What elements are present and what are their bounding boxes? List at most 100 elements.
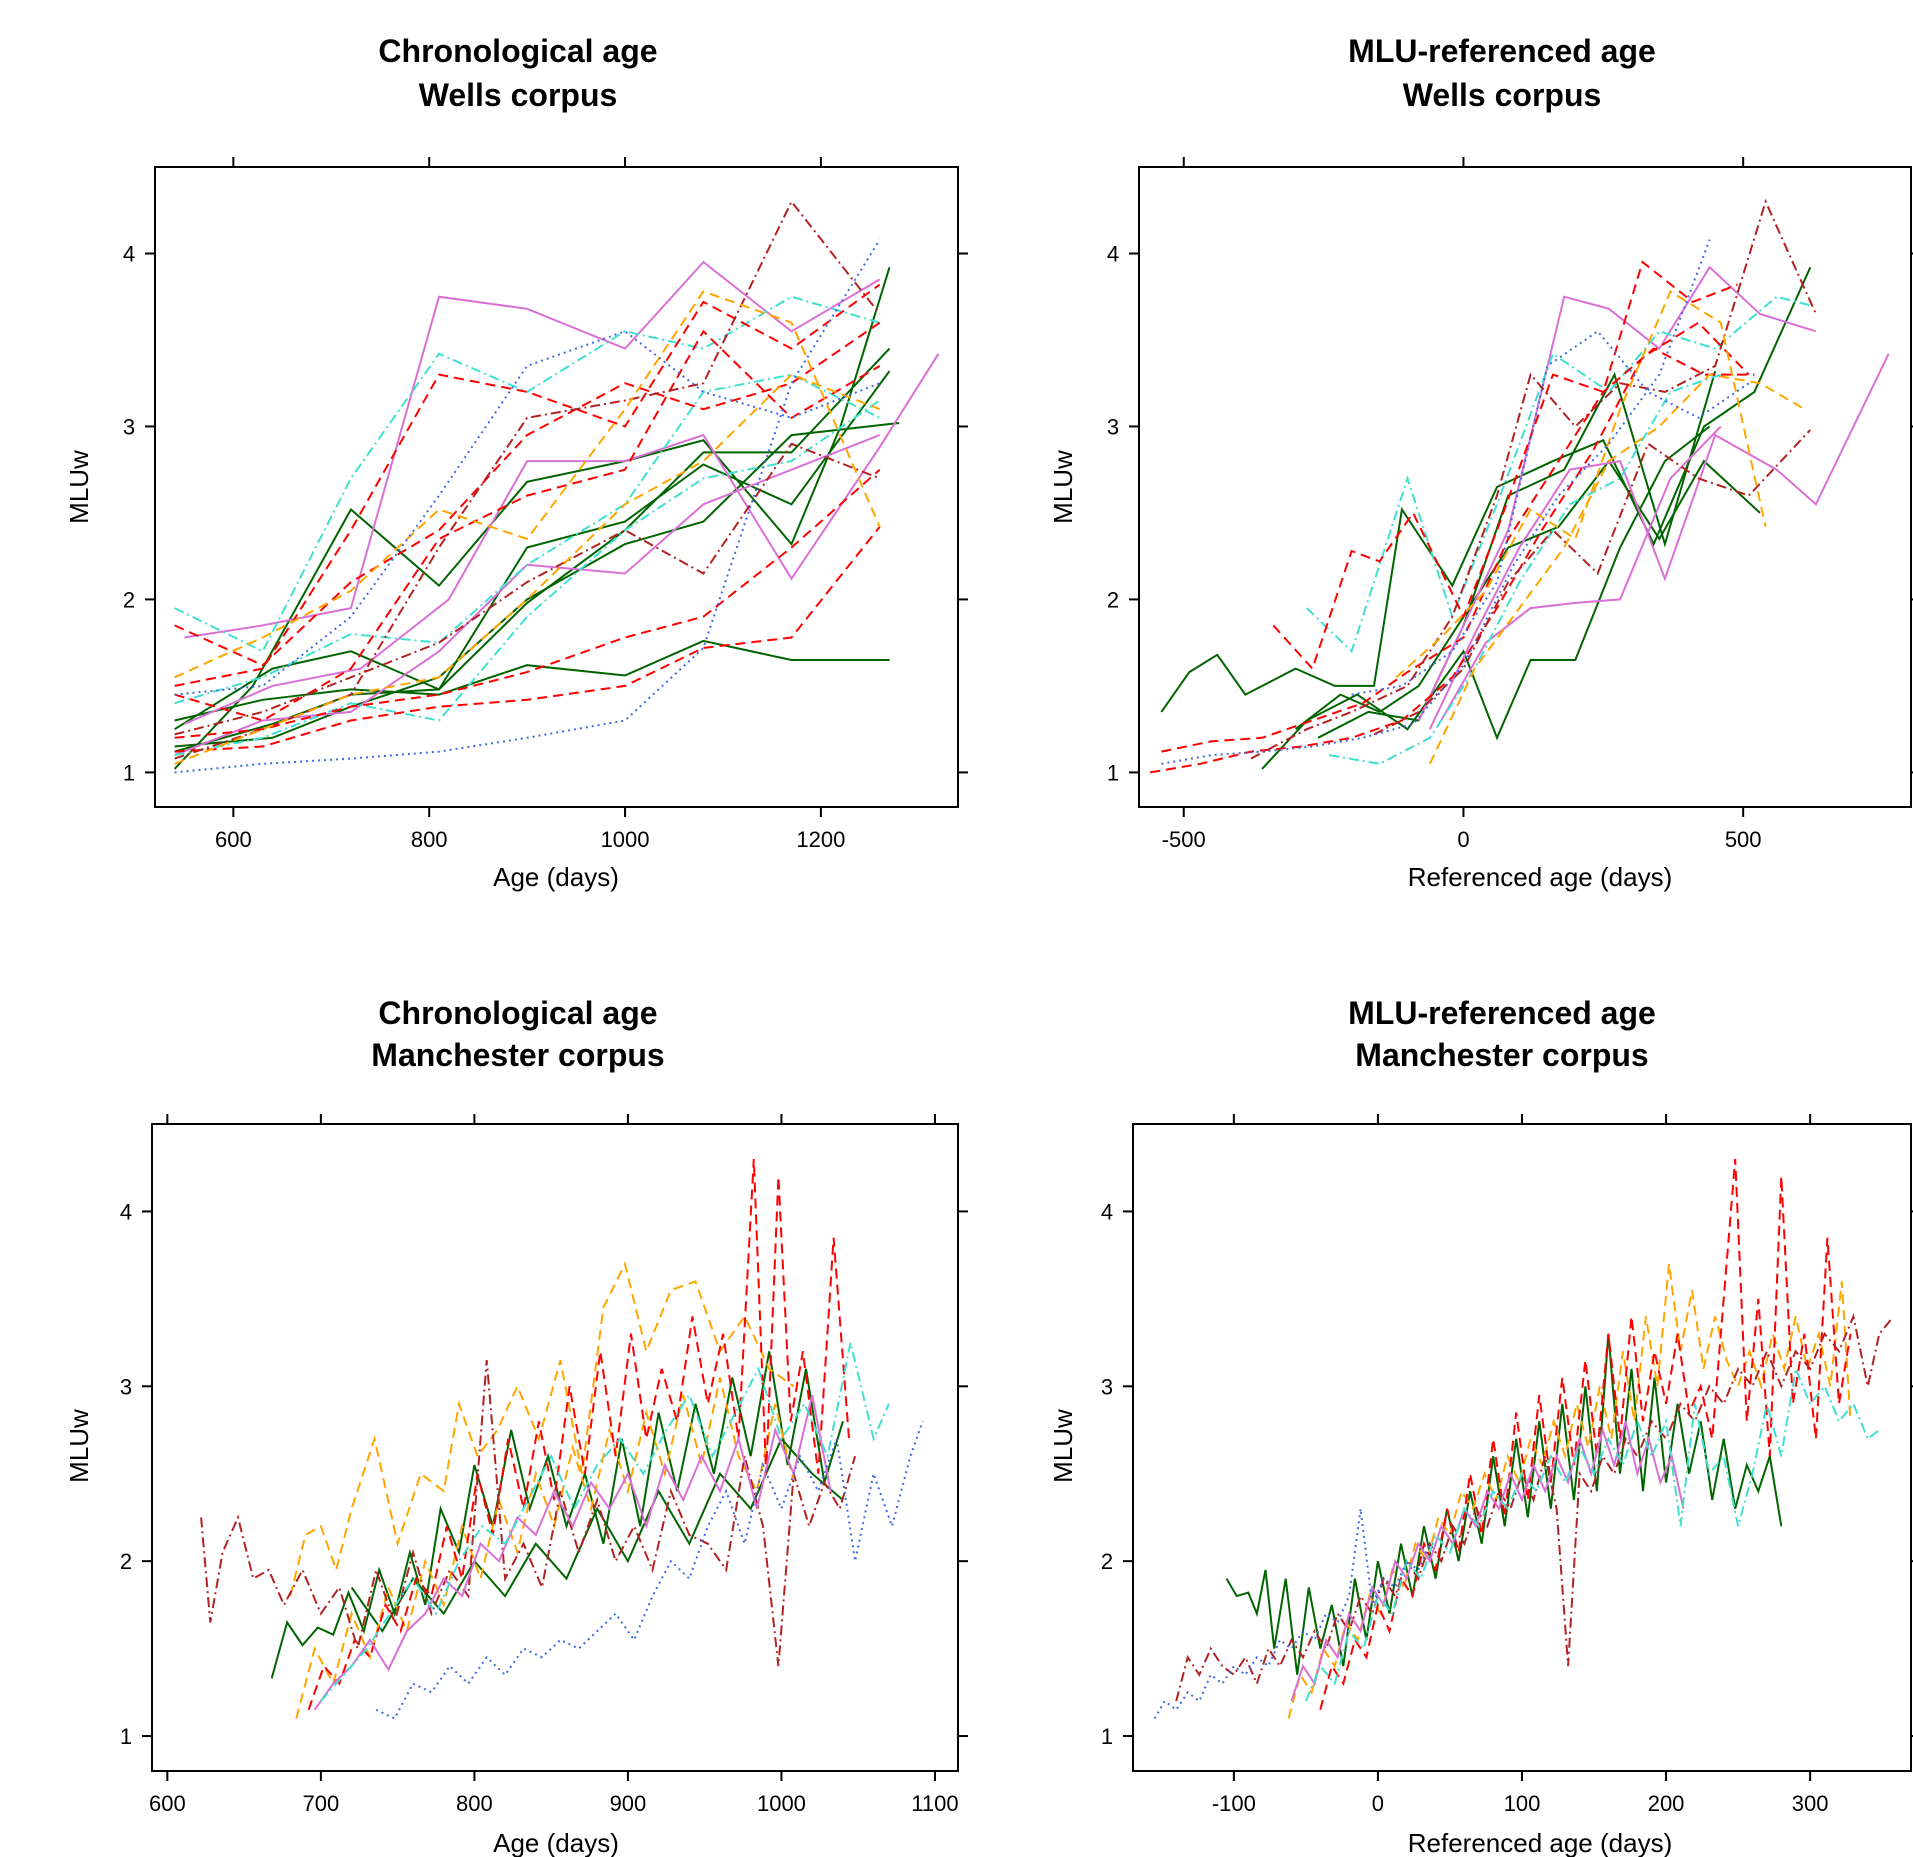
series-line-6 xyxy=(1428,353,1890,730)
y-tick-label: 2 xyxy=(1101,1549,1113,1574)
x-axis-label: Referenced age (days) xyxy=(1408,1828,1672,1857)
series-line-16 xyxy=(1428,373,1806,765)
x-tick-label: 600 xyxy=(149,1791,186,1816)
x-tick-label: 900 xyxy=(610,1791,647,1816)
panel-subtitle: Manchester corpus xyxy=(371,1037,664,1073)
panel-mlu-referenced-manchester: MLU-referenced age Manchester corpus -10… xyxy=(1048,995,1913,1857)
series-line-9 xyxy=(1329,373,1722,765)
x-axis-label: Referenced age (days) xyxy=(1408,862,1672,892)
axis-layer: -100 0 100 200 300 1 2 3 4 xyxy=(1101,1114,1913,1816)
y-tick-label: 4 xyxy=(1107,241,1119,266)
series-line-19 xyxy=(174,290,881,679)
x-tick-label: 100 xyxy=(1504,1791,1541,1816)
y-tick-label: 4 xyxy=(120,1199,132,1224)
x-tick-label: 1200 xyxy=(796,827,845,852)
x-axis-label: Age (days) xyxy=(493,862,619,892)
series-line-3 xyxy=(289,1260,795,1597)
series-line-13 xyxy=(174,321,881,667)
x-tick-label: 0 xyxy=(1457,827,1469,852)
x-tick-label: 200 xyxy=(1648,1791,1685,1816)
series-line-13 xyxy=(1250,198,1817,760)
series-line-9 xyxy=(375,1420,924,1720)
series-line-18 xyxy=(174,442,881,736)
x-tick-label: 600 xyxy=(215,827,252,852)
y-axis-label: MLUw xyxy=(64,450,94,524)
series-line-4 xyxy=(1175,1313,1892,1702)
series-line-3 xyxy=(1261,425,1711,770)
series-line-1 xyxy=(173,267,891,770)
series-layer xyxy=(1150,198,1890,774)
series-line-15 xyxy=(1395,290,1767,679)
panel-title: Chronological age xyxy=(378,995,657,1031)
series-line-7 xyxy=(313,1394,832,1711)
series-line-5 xyxy=(1417,265,1817,721)
series-line-4 xyxy=(174,639,890,722)
x-tick-label: 500 xyxy=(1725,827,1762,852)
series-line-12 xyxy=(174,283,881,687)
y-tick-label: 4 xyxy=(123,241,135,266)
y-tick-label: 2 xyxy=(120,1549,132,1574)
plot-frame xyxy=(1138,166,1912,808)
series-line-7 xyxy=(1440,425,1722,721)
y-tick-label: 3 xyxy=(1101,1374,1113,1399)
series-line-18 xyxy=(1351,329,1750,696)
x-tick-label: 800 xyxy=(411,827,448,852)
series-line-8 xyxy=(320,1342,890,1702)
series-line-2 xyxy=(1287,1263,1852,1719)
axis-layer: 600 800 1000 1200 1 2 3 4 xyxy=(123,157,968,852)
x-axis-label: Age (days) xyxy=(493,1828,619,1857)
panel-subtitle: Wells corpus xyxy=(1403,77,1602,113)
x-tick-label: 300 xyxy=(1792,1791,1829,1816)
series-line-20 xyxy=(174,373,881,765)
series-line-7 xyxy=(184,353,940,725)
x-tick-label: -500 xyxy=(1162,827,1206,852)
y-axis-label: MLUw xyxy=(64,1409,94,1483)
x-tick-label: 1000 xyxy=(757,1791,806,1816)
plot-frame xyxy=(151,1123,959,1772)
series-line-3 xyxy=(1319,1158,1852,1711)
panel-subtitle: Manchester corpus xyxy=(1355,1037,1648,1073)
panel-chronological-manchester: Chronological age Manchester corpus 600 7… xyxy=(64,995,968,1857)
series-layer xyxy=(200,1158,924,1720)
series-line-14 xyxy=(1373,429,1812,736)
y-tick-label: 3 xyxy=(123,414,135,439)
plot-frame xyxy=(154,166,959,808)
series-line-10 xyxy=(1272,260,1738,671)
panel-mlu-referenced-wells: MLU-referenced age Wells corpus -500 0 500… xyxy=(1048,33,1913,892)
series-line-10 xyxy=(174,373,881,705)
y-tick-label: 1 xyxy=(120,1724,132,1749)
series-line-2 xyxy=(174,370,891,731)
series-line-6 xyxy=(184,260,881,639)
series-line-8 xyxy=(1306,295,1811,654)
series-line-4 xyxy=(1317,370,1717,739)
y-tick-label: 2 xyxy=(1107,587,1119,612)
axis-layer: -500 0 500 1 2 3 4 xyxy=(1107,157,1913,852)
series-line-21 xyxy=(174,239,881,774)
series-line-6 xyxy=(200,1360,857,1667)
x-tick-label: 800 xyxy=(456,1791,493,1816)
x-tick-label: 1100 xyxy=(911,1791,958,1816)
series-line-5 xyxy=(174,422,900,748)
x-tick-label: 700 xyxy=(303,1791,340,1816)
series-layer xyxy=(173,199,940,774)
x-tick-label: 1000 xyxy=(601,827,650,852)
y-axis-label: MLUw xyxy=(1048,1409,1078,1483)
series-line-4 xyxy=(295,1377,795,1719)
y-tick-label: 4 xyxy=(1101,1199,1113,1224)
plot-frame xyxy=(1132,1123,1912,1772)
series-line-6 xyxy=(1304,1365,1880,1702)
y-tick-label: 3 xyxy=(1107,414,1119,439)
x-tick-label: -100 xyxy=(1212,1791,1256,1816)
y-tick-label: 1 xyxy=(1101,1724,1113,1749)
y-tick-label: 2 xyxy=(123,587,135,612)
panel-title: MLU-referenced age xyxy=(1348,33,1656,69)
y-tick-label: 1 xyxy=(123,760,135,785)
series-line-16 xyxy=(174,329,881,722)
series-line-14 xyxy=(174,468,881,739)
series-line-2 xyxy=(350,1436,844,1633)
axis-layer: 600 700 800 900 1000 1100 1 2 3 4 xyxy=(120,1114,968,1816)
series-line-11 xyxy=(1161,347,1755,753)
y-axis-label: MLUw xyxy=(1048,450,1078,524)
series-line-17 xyxy=(1161,239,1711,765)
